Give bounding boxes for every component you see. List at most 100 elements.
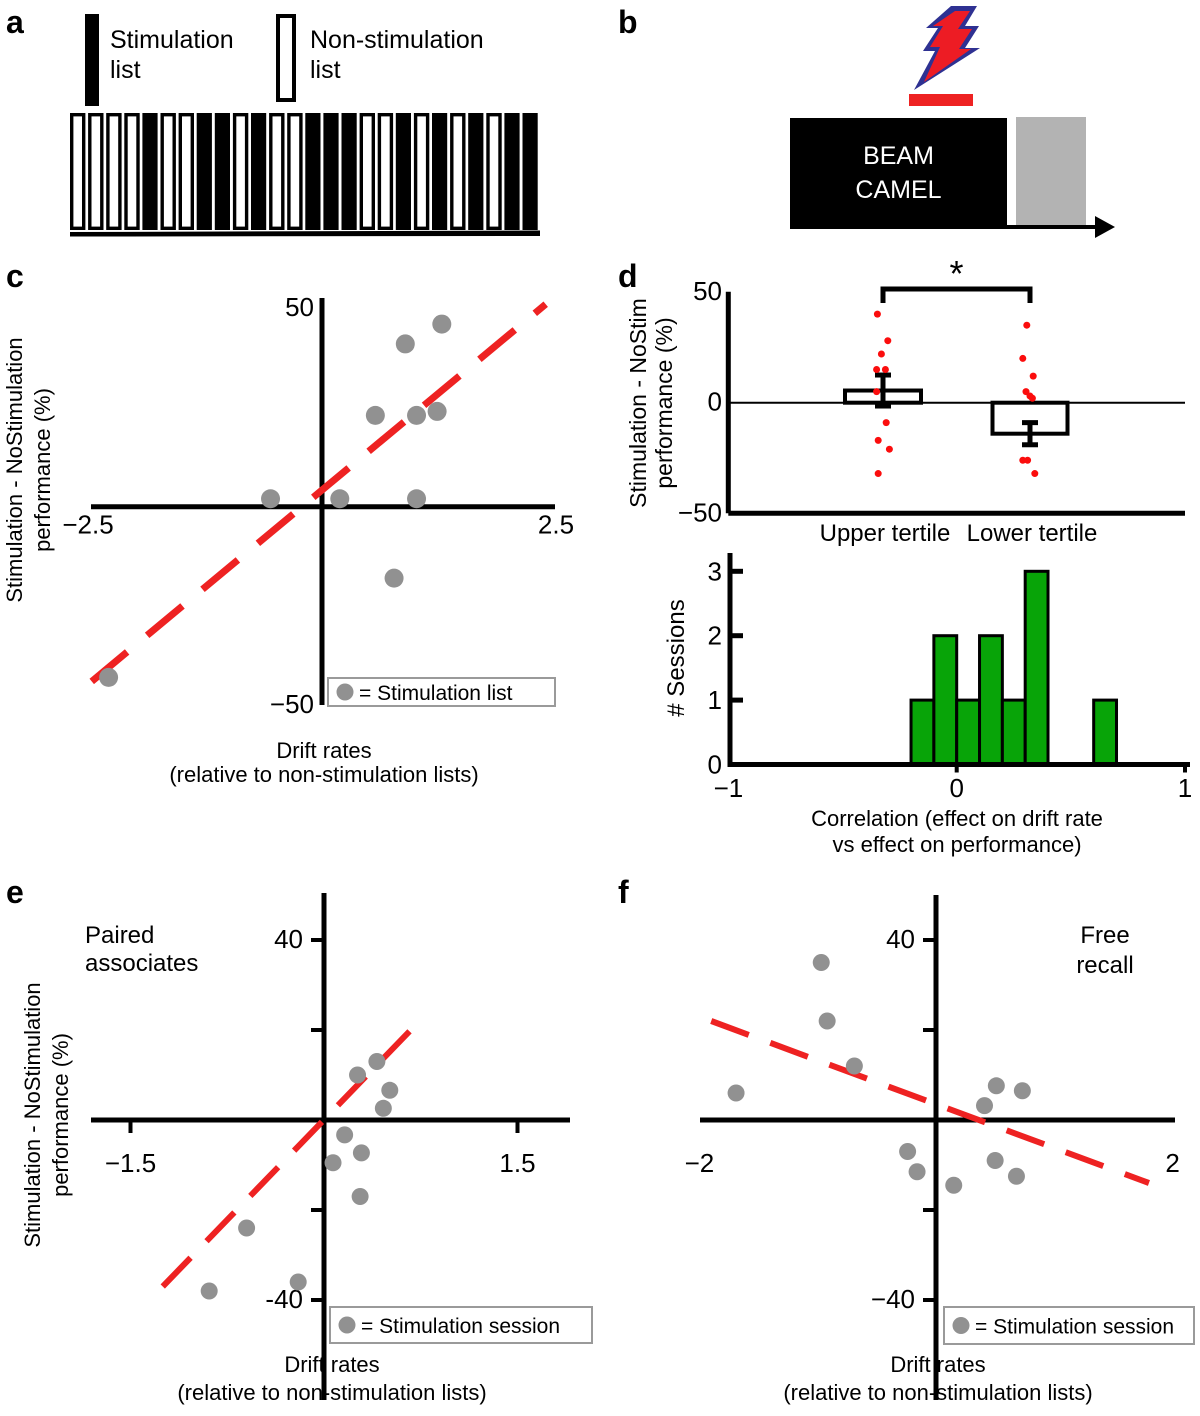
lightning-bolt-icon: [914, 6, 980, 90]
session-dot: [884, 337, 892, 345]
data-point: [289, 1273, 307, 1291]
x-axis-title: Drift rates: [890, 1352, 985, 1377]
legend-point-icon: [338, 1316, 356, 1334]
list-item-filled: [196, 113, 212, 230]
x-tick-label: −1: [714, 773, 744, 803]
x-tick-label: 0: [949, 773, 963, 803]
word-camel: CAMEL: [855, 176, 942, 204]
legend-box: [329, 1306, 593, 1344]
x-tick-label: −2.5: [62, 510, 113, 540]
y-axis-title: # Sessions: [663, 599, 690, 716]
stimulation-bar: [909, 94, 973, 106]
data-point: [845, 1057, 863, 1075]
data-point: [336, 1126, 354, 1144]
data-point: [945, 1176, 963, 1194]
session-dot: [1019, 354, 1027, 362]
category-label: Upper tertile: [820, 520, 951, 547]
data-point: [200, 1282, 218, 1300]
list-item-open: [232, 112, 249, 230]
non-stimulation-list-label: Non-stimulation list: [310, 26, 484, 84]
histogram-bar: [955, 698, 982, 767]
session-dot: [882, 419, 890, 427]
list-item-open: [359, 112, 375, 230]
data-point: [976, 1097, 994, 1115]
session-dot: [1023, 321, 1031, 329]
list-item-open: [377, 112, 394, 230]
data-point: [407, 489, 427, 509]
list-item-filled: [305, 113, 321, 230]
session-dot: [873, 310, 881, 318]
list-item-open: [413, 112, 430, 230]
stimulation-list-swatch: [85, 14, 99, 106]
data-point: [727, 1084, 745, 1102]
panel-label-a: a: [6, 4, 24, 40]
y-tick-label: −50: [678, 497, 722, 527]
histogram-bar: [909, 698, 936, 767]
legend-label: = Stimulation session: [975, 1316, 1174, 1339]
session-dot: [1028, 394, 1036, 402]
significance-bracket: [880, 286, 1033, 303]
session-dot: [873, 388, 881, 396]
x-axis-title-sub: (relative to non-stimulation lists): [177, 1380, 486, 1405]
data-point: [368, 1053, 386, 1070]
y-axis-title-sub: performance (%): [48, 1033, 73, 1197]
list-item-filled: [522, 113, 538, 230]
panel-c-scatter-chart: 50 −50 −2.5 2.5 Drift rates(relative to non-…: [2, 292, 574, 787]
timeline-arrowhead: [1095, 216, 1115, 238]
data-point: [908, 1163, 926, 1181]
y-axis-title-sub: performance (%): [651, 317, 677, 488]
x-axis-title-sub: vs effect on performance): [832, 832, 1081, 857]
session-dot: [1024, 456, 1032, 464]
data-point: [1007, 1167, 1025, 1185]
significance-star: *: [949, 253, 963, 294]
session-dot: [881, 365, 889, 373]
y-tick-label: 50: [693, 276, 722, 306]
legend-point-icon: [336, 683, 354, 701]
histogram-bar: [978, 634, 1004, 766]
fit-line: [710, 1018, 1150, 1186]
list-item-open: [450, 112, 466, 230]
data-point: [987, 1077, 1005, 1095]
list-item-open: [178, 112, 195, 230]
x-tick-label: −1.5: [105, 1148, 156, 1178]
histogram-bar: [1023, 569, 1050, 766]
category-label: Lower tertile: [967, 520, 1098, 547]
list-item-filled: [142, 113, 158, 230]
data-point: [818, 1012, 836, 1030]
strip-baseline: [70, 230, 540, 237]
data-point: [352, 1144, 370, 1162]
legend-box: [943, 1306, 1195, 1345]
y-tick-label: 0: [708, 387, 722, 417]
data-point: [330, 489, 350, 509]
x-tick-label: 1.5: [499, 1148, 535, 1178]
panel-label-e: e: [6, 874, 24, 910]
y-tick-label: 3: [708, 556, 722, 586]
data-point: [349, 1066, 367, 1084]
panel-label-d: d: [618, 258, 638, 294]
list-item-filled: [468, 113, 484, 230]
x-tick-label: 2: [1165, 1148, 1179, 1178]
data-point: [261, 489, 281, 509]
session-dot: [1019, 456, 1027, 464]
annotation-line1: Free: [1080, 922, 1129, 949]
x-axis-title-sub: (relative to non-stimulation lists): [783, 1380, 1092, 1405]
y-tick-label: 1: [708, 685, 722, 715]
non-stimulation-list-swatch: [276, 14, 296, 102]
list-sequence-strip: [69, 112, 540, 237]
x-axis-title-sub: (relative to non-stimulation lists): [169, 762, 478, 787]
word-list-box: BEAM CAMEL: [790, 118, 1007, 228]
list-item-open: [88, 112, 104, 230]
list-item-filled: [341, 113, 357, 230]
annotation-line2: associates: [85, 950, 198, 977]
legend-point-icon: [952, 1317, 970, 1334]
data-point: [381, 1081, 399, 1099]
y-axis-title: Stimulation - NoStimulation: [2, 337, 27, 602]
data-point: [238, 1219, 256, 1237]
legend-label: = Stimulation session: [361, 1315, 560, 1338]
y-axis-title: Stimulation - NoStimulation: [20, 982, 45, 1247]
list-item-filled: [504, 113, 520, 230]
x-tick-label: 2.5: [538, 510, 574, 540]
